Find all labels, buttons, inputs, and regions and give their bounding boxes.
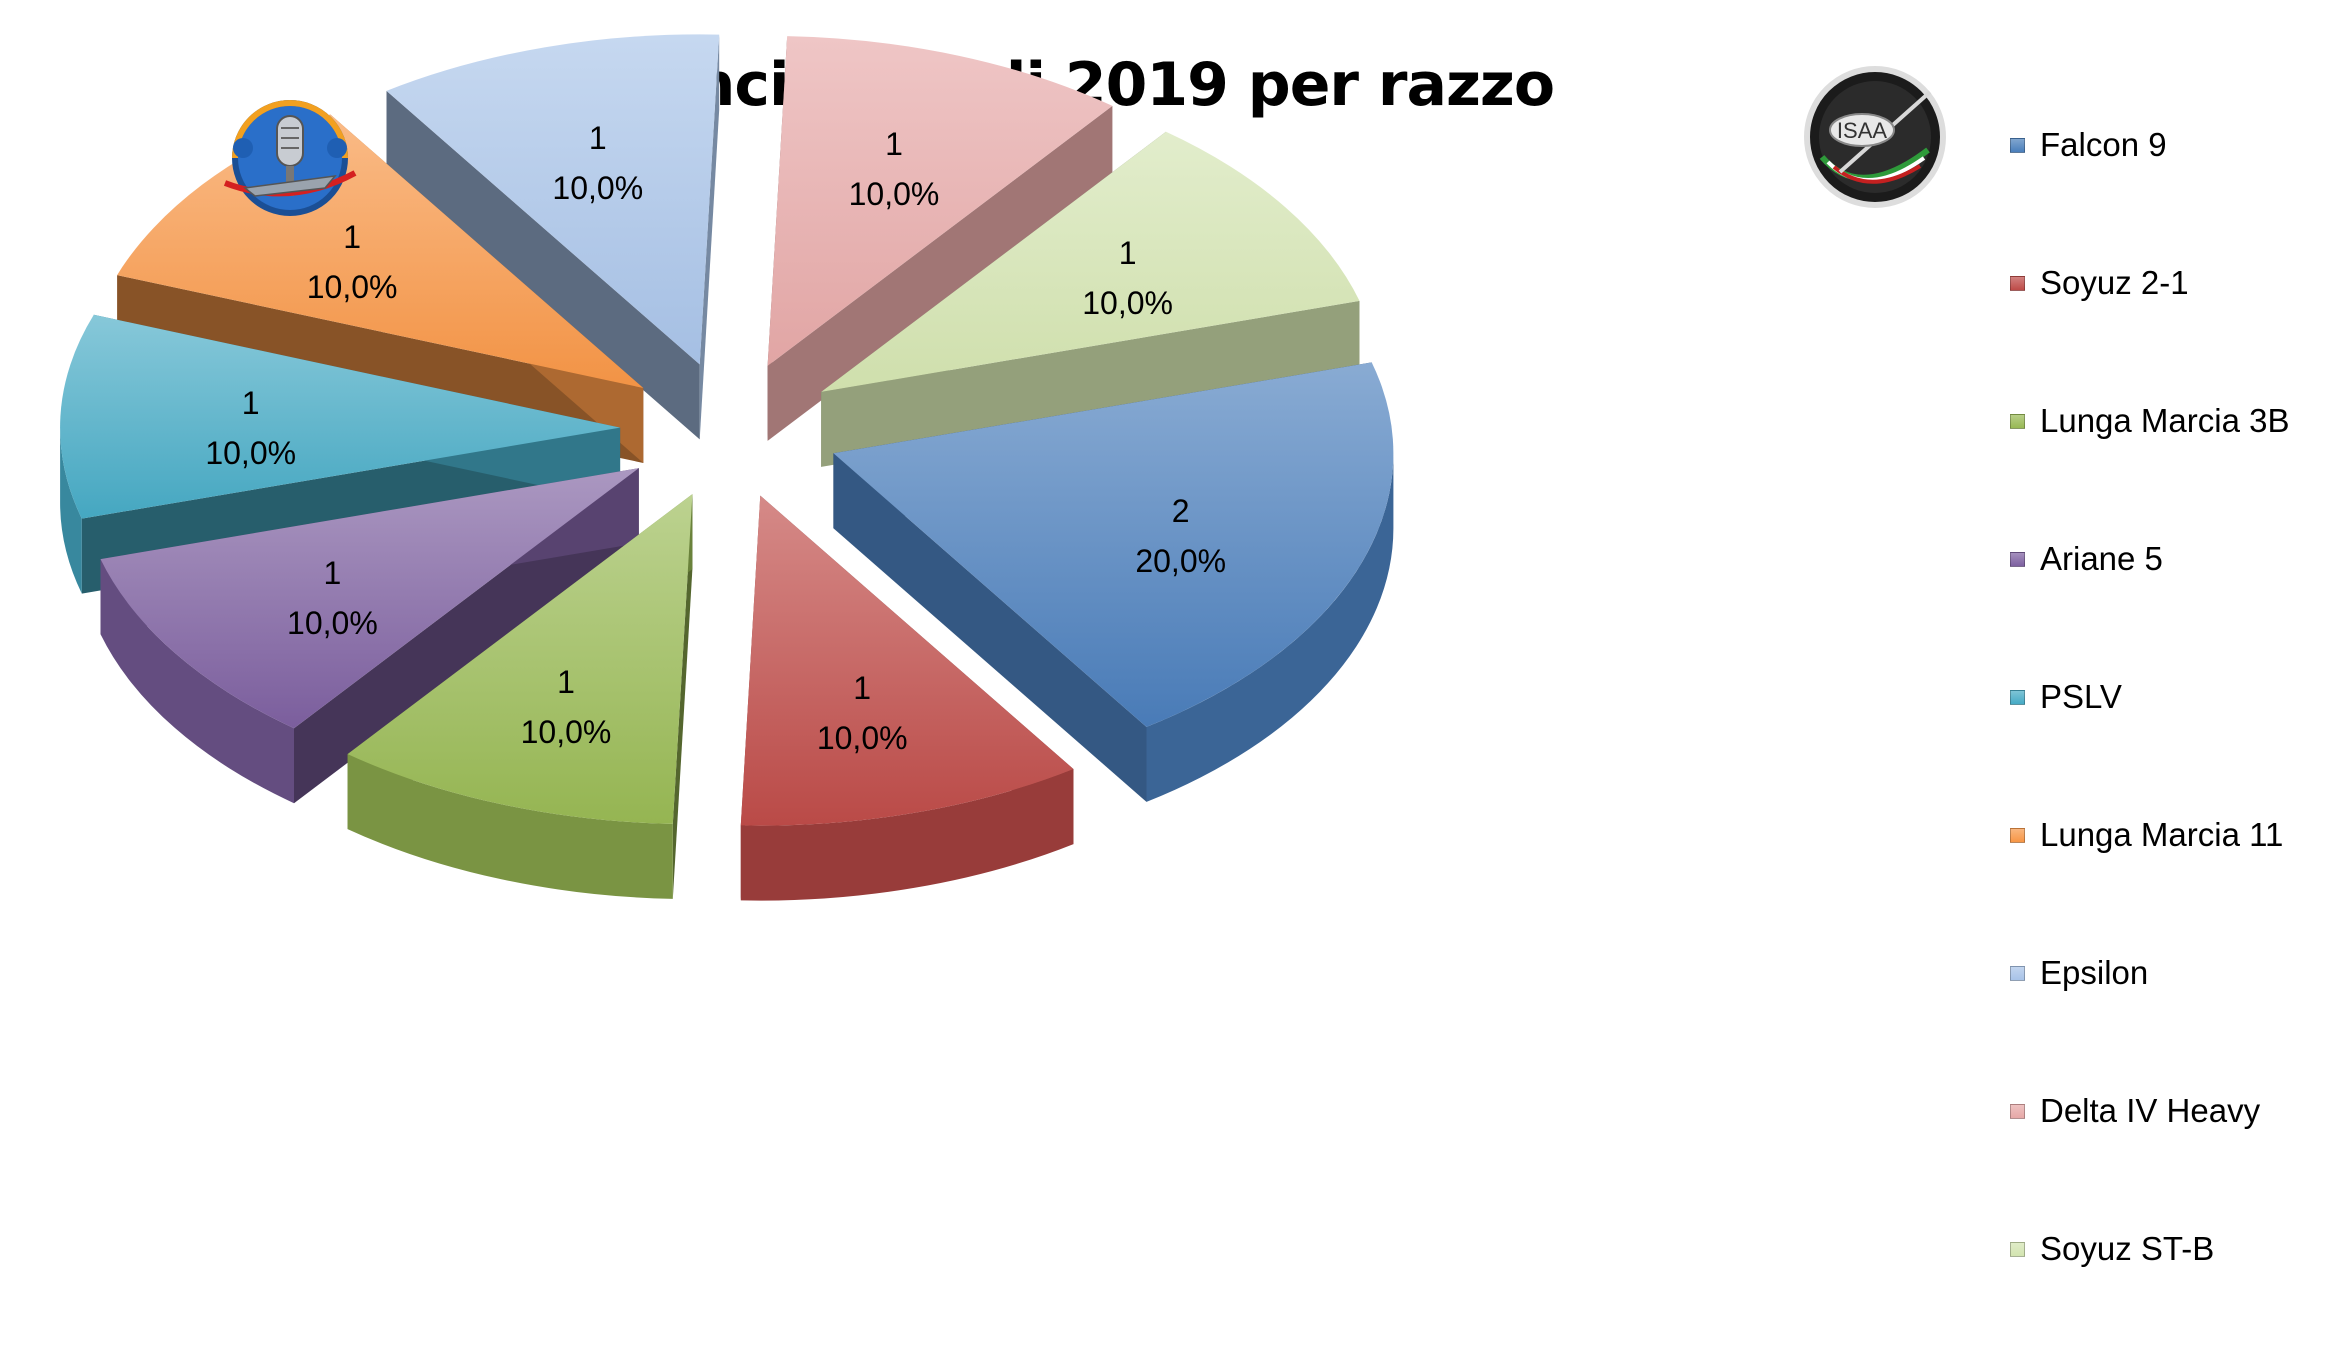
slice-percent-label: 10,0% [205,435,296,471]
legend-label: Lunga Marcia 11 [2040,816,2284,853]
slice-percent-label: 10,0% [287,605,378,641]
slice-top-face [821,131,1360,392]
legend-swatch [2010,275,2025,291]
slice-top-face [386,34,720,365]
legend-item: Lunga Marcia 3B [2010,401,2289,441]
slice-side-wall [833,453,1147,802]
isaa-logo: ISAA [1804,66,1946,208]
slice-side-wall [672,494,693,899]
slice-value-label: 1 [885,126,903,162]
slice-value-label: 2 [1172,493,1190,529]
legend-item: Soyuz ST-B [2010,1229,2214,1269]
legend-swatch [2010,1241,2025,1257]
slice-side-wall [767,105,1113,441]
slice-outer-wall [100,559,294,804]
legend-label: Epsilon [2040,954,2149,991]
slice-outer-wall [1146,453,1394,802]
slice-outer-wall [740,769,1074,901]
pie-slice-soyuz-st-b [821,131,1360,467]
slice-side-wall [386,90,700,440]
pie-slice-epsilon [386,34,720,440]
radio-microphone-logo [223,100,357,216]
slice-percent-label: 10,0% [521,714,612,750]
legend-item: Lunga Marcia 11 [2010,815,2283,855]
slice-value-label: 1 [242,385,260,421]
slice-percent-label: 10,0% [552,170,643,206]
legend-item: Delta IV Heavy [2010,1091,2260,1131]
slice-outer-wall [347,754,673,899]
slice-value-label: 1 [589,120,607,156]
pie-slice-soyuz-2-1 [740,495,1074,901]
legend-swatch [2010,965,2025,981]
slice-percent-label: 10,0% [307,269,398,305]
slice-percent-label: 20,0% [1135,543,1226,579]
slice-percent-label: 10,0% [817,720,908,756]
legend-label: Delta IV Heavy [2040,1092,2261,1129]
slice-value-label: 1 [853,670,871,706]
isaa-logo-text: ISAA [1837,118,1887,143]
legend-label: Lunga Marcia 3B [2040,402,2290,439]
slice-side-wall [821,300,1360,467]
legend-swatch [2010,137,2025,153]
pie-slice-ariane-5 [100,468,639,804]
slice-top-face [60,314,621,519]
slice-outer-wall [60,427,82,594]
legend-swatch [2010,689,2025,705]
legend-swatch [2010,827,2025,843]
legend-item: Soyuz 2-1 [2010,263,2189,303]
slice-value-label: 1 [324,555,342,591]
legend-item: Ariane 5 [2010,539,2163,579]
legend-label: Soyuz 2-1 [2040,264,2189,301]
legend-swatch [2010,413,2025,429]
slice-value-label: 1 [1119,235,1137,271]
legend-label: Falcon 9 [2040,126,2167,163]
legend-item: Falcon 9 [2010,125,2167,165]
legend-swatch [2010,1103,2025,1119]
slice-top-face [767,36,1113,366]
slice-percent-label: 10,0% [849,176,940,212]
legend-item: Epsilon [2010,953,2148,993]
slice-top-face [347,494,693,824]
pie-slice-falcon-9 [833,362,1394,802]
slice-top-face [833,362,1394,727]
slice-value-label: 1 [557,664,575,700]
legend-item: PSLV [2010,677,2122,717]
slice-side-wall [699,34,720,440]
pie-slice-delta-iv-heavy [767,36,1113,441]
legend-label: Soyuz ST-B [2040,1230,2215,1267]
slice-value-label: 1 [343,219,361,255]
legend-label: Ariane 5 [2040,540,2163,577]
pie-slice-lunga-marcia-3b [347,494,693,899]
slice-percent-label: 10,0% [1082,285,1173,321]
legend-swatch [2010,551,2025,567]
slice-top-face [740,495,1074,826]
slice-top-face [100,468,639,729]
legend-label: PSLV [2040,678,2122,715]
